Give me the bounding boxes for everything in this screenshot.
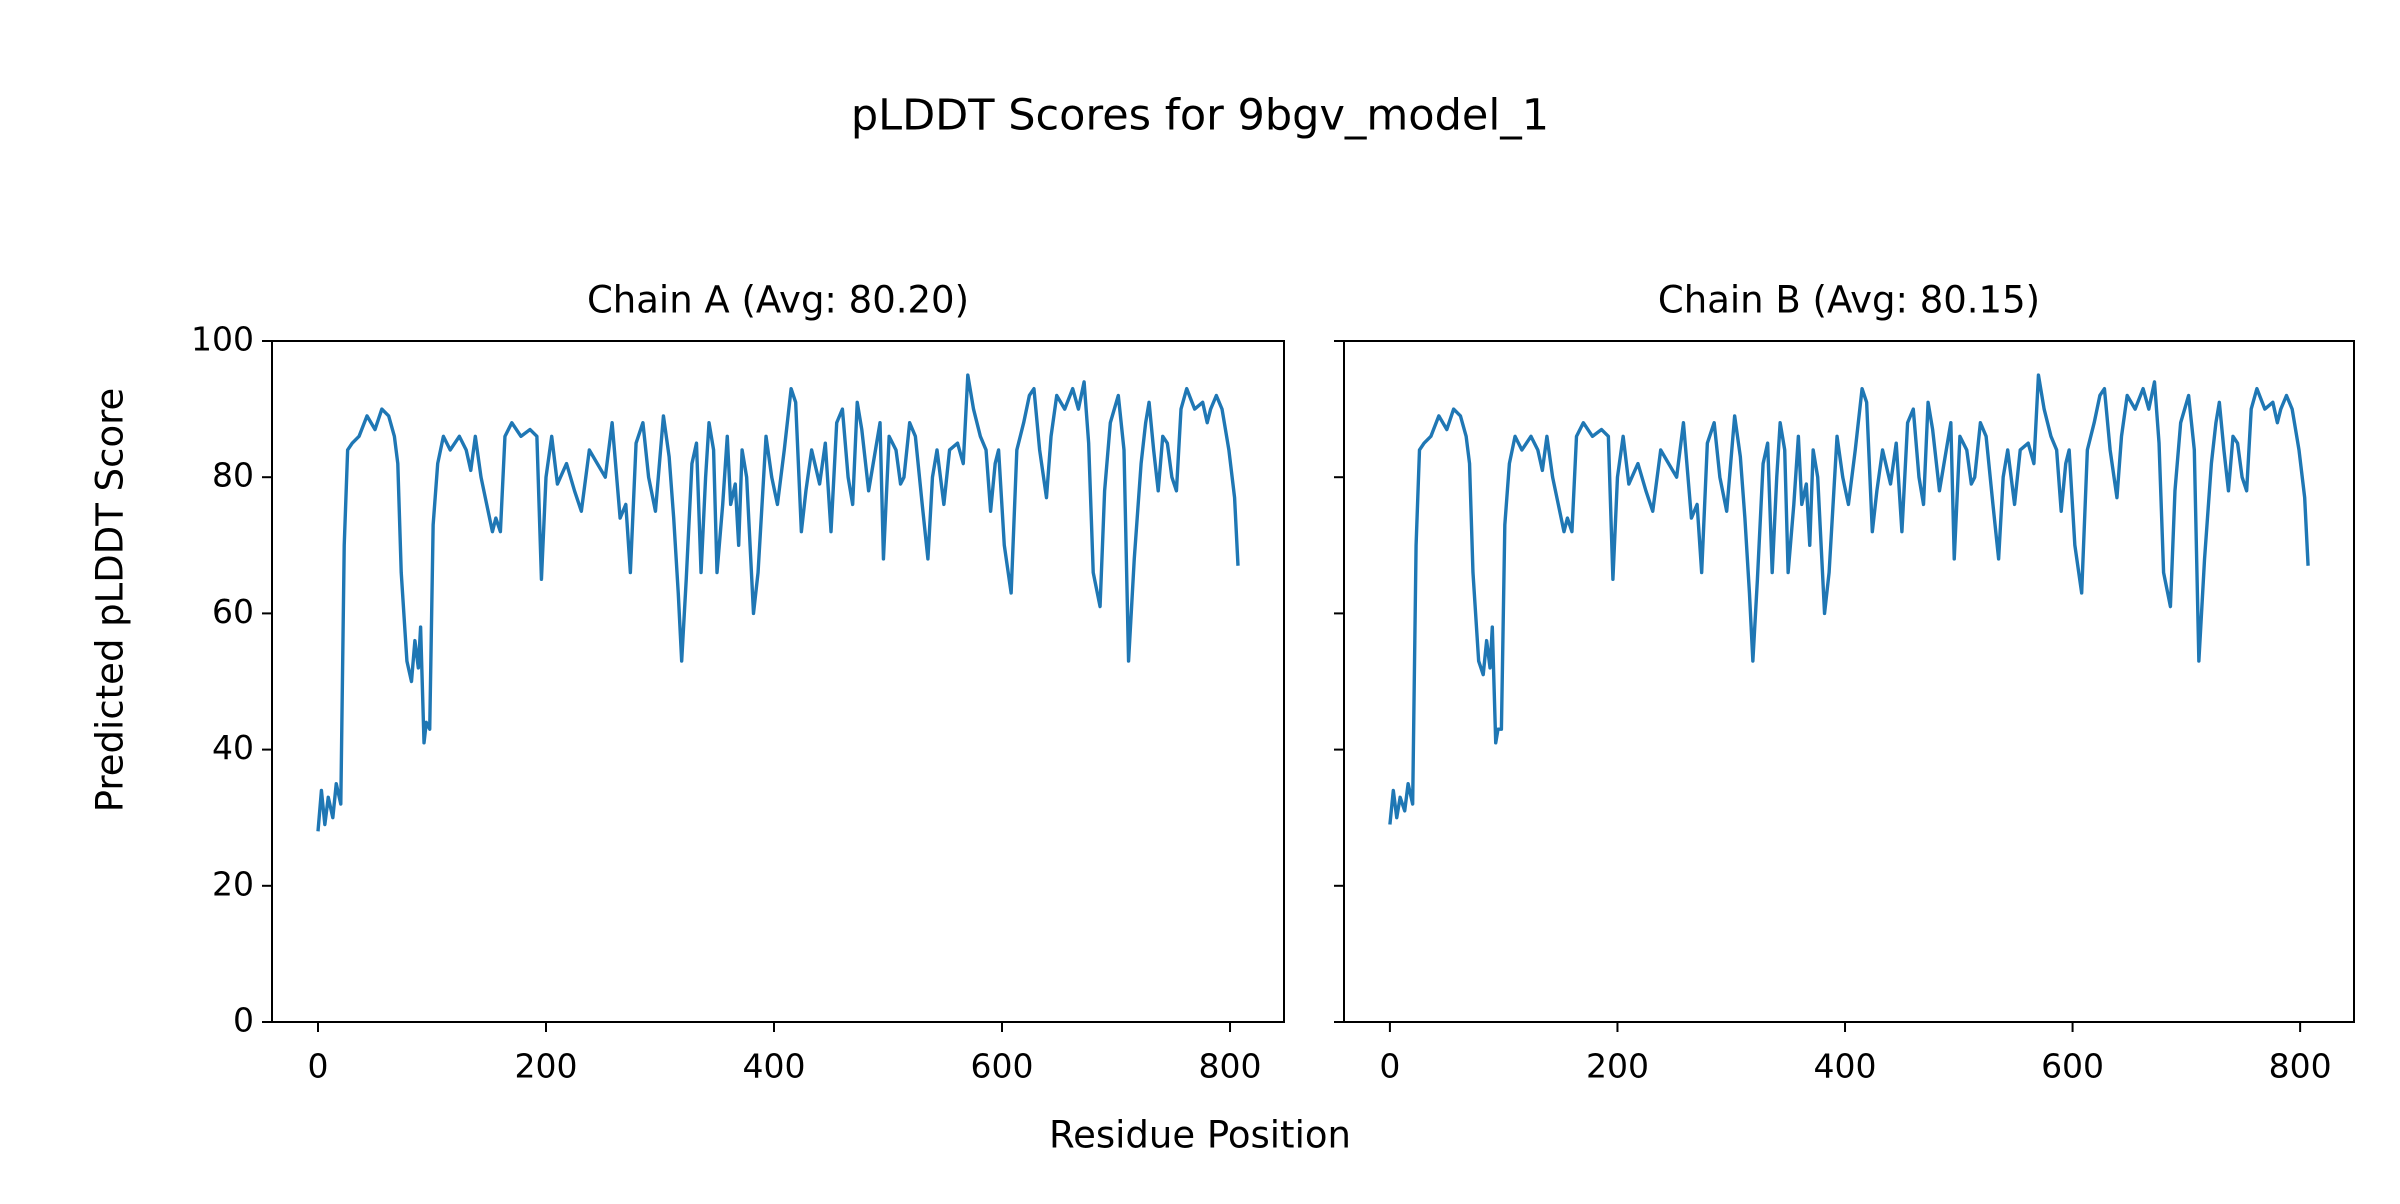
x-tick-label: 400 <box>743 1047 806 1086</box>
y-tick-label: 40 <box>212 728 254 767</box>
x-tick-label: 0 <box>308 1047 329 1086</box>
subplot-title: Chain A (Avg: 80.20) <box>587 279 969 322</box>
axes-frame <box>1343 340 2355 1023</box>
y-tick-label: 0 <box>233 1001 254 1040</box>
figure-title: pLDDT Scores for 9bgv_model_1 <box>851 91 1549 141</box>
y-tick-label: 20 <box>212 864 254 903</box>
x-tick-label: 600 <box>971 1047 1034 1086</box>
y-axis-label: Predicted pLDDT Score <box>89 388 132 813</box>
x-tick-label: 800 <box>1199 1047 1262 1086</box>
y-tick-label: 60 <box>212 592 254 631</box>
x-tick-label: 200 <box>515 1047 578 1086</box>
axes-frame <box>271 340 1285 1023</box>
plddt-line <box>316 373 1240 832</box>
x-axis-label: Residue Position <box>1049 1114 1351 1157</box>
x-tick-label: 800 <box>2269 1047 2332 1086</box>
x-tick-label: 0 <box>1379 1047 1400 1086</box>
x-tick-label: 600 <box>2041 1047 2104 1086</box>
x-tick-label: 400 <box>1814 1047 1877 1086</box>
subplot-title: Chain B (Avg: 80.15) <box>1658 279 2040 322</box>
plddt-line <box>1388 373 2310 825</box>
x-tick-label: 200 <box>1586 1047 1649 1086</box>
y-tick-label: 100 <box>191 320 254 359</box>
y-tick-label: 80 <box>212 456 254 495</box>
